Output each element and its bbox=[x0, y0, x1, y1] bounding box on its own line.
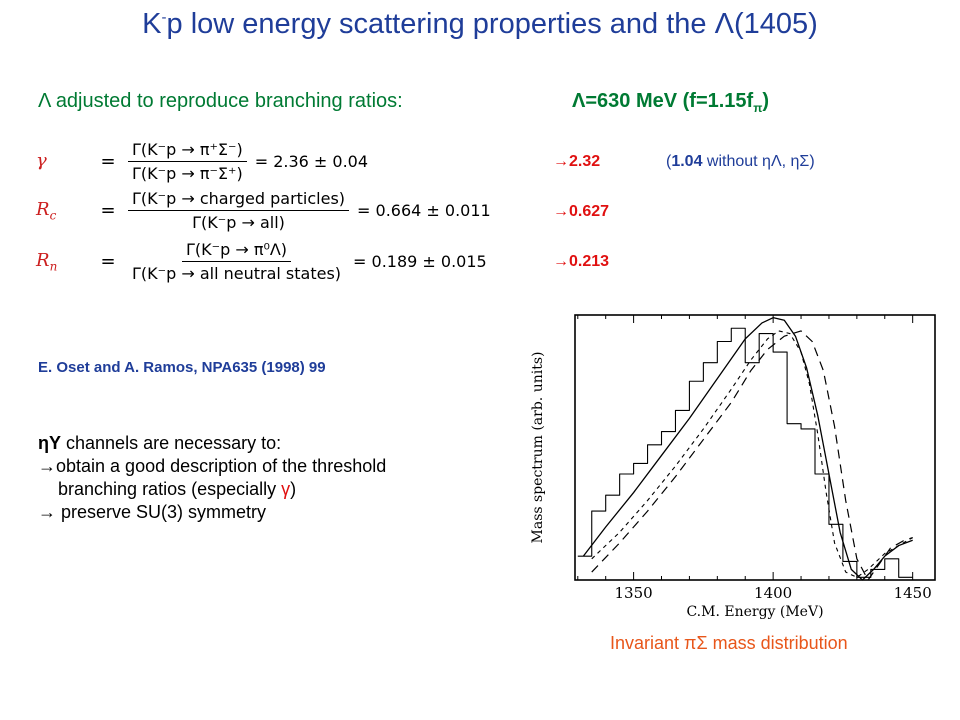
result-gamma: →2.32 bbox=[553, 153, 601, 170]
x-tick-label: 1350 bbox=[615, 584, 653, 602]
lambda-value-main: Λ=630 MeV (f=1.15f bbox=[572, 90, 754, 112]
lambda-adjusted-text: Λ adjusted to reproduce branching ratios… bbox=[38, 90, 403, 112]
equation-result: = 0.664 ± 0.011 bbox=[357, 201, 491, 220]
title-main: p low energy scattering properties and t… bbox=[166, 8, 818, 40]
fraction: Γ(K⁻p → charged particles) Γ(K⁻p → all) bbox=[128, 189, 350, 232]
x-tick-label: 1450 bbox=[894, 584, 932, 602]
result-rn: →0.213 bbox=[553, 253, 610, 270]
series-line-solid bbox=[582, 317, 913, 581]
equation-symbol: Rn bbox=[36, 249, 58, 274]
x-axis-label: C.M. Energy (MeV) bbox=[686, 604, 823, 620]
fraction: Γ(K⁻p → π⁺Σ⁻) Γ(K⁻p → π⁻Σ⁺) bbox=[128, 140, 247, 183]
reference-citation: E. Oset and A. Ramos, NPA635 (1998) 99 bbox=[38, 359, 326, 376]
lambda-value-sub: π bbox=[753, 101, 763, 115]
plot-frame bbox=[574, 314, 936, 581]
mass-spectrum-plot: 1350 1400 1450 C.M. Energy (MeV) Mass spectr… bbox=[530, 314, 936, 620]
fraction: Γ(K⁻p → π⁰Λ) Γ(K⁻p → all neutral states) bbox=[128, 240, 345, 283]
equals-sign: = bbox=[100, 151, 116, 172]
slide-title: K-p low energy scattering properties and… bbox=[0, 8, 960, 41]
equation-gamma: γ = Γ(K⁻p → π⁺Σ⁻) Γ(K⁻p → π⁻Σ⁺) = 2.36 ± … bbox=[36, 140, 368, 183]
equation-rn: Rn = Γ(K⁻p → π⁰Λ) Γ(K⁻p → all neutral sta… bbox=[36, 240, 487, 283]
denominator: Γ(K⁻p → all neutral states) bbox=[132, 264, 342, 283]
numerator: Γ(K⁻p → π⁺Σ⁻) bbox=[128, 140, 247, 162]
notes-line-3: branching ratios (especially γ) bbox=[38, 479, 297, 499]
result-rc: →0.627 bbox=[553, 203, 610, 220]
equals-sign: = bbox=[100, 200, 116, 221]
series-line-histogram bbox=[577, 327, 913, 578]
series-line-dashed bbox=[591, 330, 913, 581]
series-line-dashed-fine bbox=[591, 330, 913, 578]
numerator: Γ(K⁻p → π⁰Λ) bbox=[181, 240, 292, 262]
equation-result: = 2.36 ± 0.04 bbox=[254, 152, 369, 171]
y-axis-label: Mass spectrum (arb. units) bbox=[530, 352, 546, 544]
notes-line-4: → preserve SU(3) symmetry bbox=[38, 502, 267, 522]
numerator: Γ(K⁻p → charged particles) bbox=[128, 189, 350, 211]
denominator: Γ(K⁻p → all) bbox=[192, 213, 285, 232]
equation-symbol: Rc bbox=[36, 198, 57, 223]
notes-line-2: →obtain a good description of the thresh… bbox=[38, 456, 387, 476]
lambda-value-text: Λ=630 MeV (f=1.15fπ) bbox=[572, 90, 769, 115]
title-superscript: - bbox=[161, 9, 167, 26]
equals-sign: = bbox=[100, 251, 116, 272]
x-tick-label: 1400 bbox=[754, 584, 792, 602]
equation-rc: Rc = Γ(K⁻p → charged particles) Γ(K⁻p → a… bbox=[36, 189, 491, 232]
result-note: (1.04 without ηΛ, ηΣ) bbox=[666, 153, 815, 170]
notes-line-1: ηY channels are necessary to: bbox=[38, 433, 282, 453]
title-prefix: K bbox=[142, 8, 162, 40]
equation-result: = 0.189 ± 0.015 bbox=[353, 252, 487, 271]
equation-symbol: γ bbox=[36, 149, 47, 171]
plot-caption: Invariant πΣ mass distribution bbox=[610, 633, 848, 653]
lambda-value-close: ) bbox=[762, 90, 770, 112]
notes-block: ηY channels are necessary to: →obtain a … bbox=[38, 432, 386, 524]
denominator: Γ(K⁻p → π⁻Σ⁺) bbox=[132, 164, 243, 183]
